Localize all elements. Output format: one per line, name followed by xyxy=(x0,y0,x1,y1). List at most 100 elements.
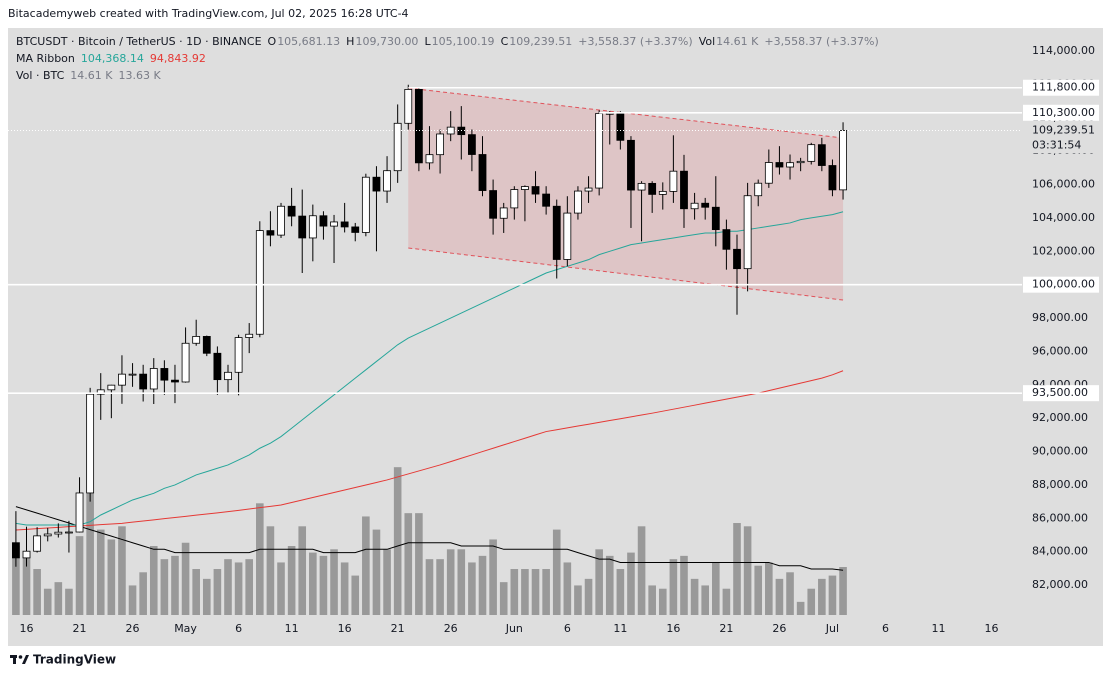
candle-body xyxy=(96,389,105,395)
volume-bar xyxy=(563,562,572,615)
x-tick-label: 11 xyxy=(613,622,627,635)
candle-body xyxy=(393,122,402,172)
volume-bar xyxy=(733,523,741,615)
candle-body xyxy=(213,352,222,381)
legend-label: MA Ribbon xyxy=(16,52,75,65)
y-tick-label: 104,000.00 xyxy=(1032,211,1095,224)
legend-value: +3,558.37 (+3.37%) xyxy=(578,35,692,48)
volume-bar xyxy=(43,588,52,615)
x-tick-label: Jun xyxy=(505,622,523,635)
channel-bottom xyxy=(408,247,844,301)
legend-key: L xyxy=(424,35,431,48)
channel-fill xyxy=(408,88,844,301)
volume-bar xyxy=(786,572,794,615)
volume-bar xyxy=(139,572,147,615)
volume-bar xyxy=(75,536,84,615)
volume-bar xyxy=(510,569,519,615)
volume-bar xyxy=(839,567,847,615)
volume-bar xyxy=(595,549,603,615)
x-tick-label: 21 xyxy=(391,622,405,635)
y-tick-label: 92,000.00 xyxy=(1032,411,1088,424)
price-label-box xyxy=(1023,122,1099,154)
volume-bar xyxy=(531,569,540,615)
candle-body xyxy=(86,393,95,494)
volume-bar xyxy=(181,542,190,615)
candle-body xyxy=(467,134,476,155)
volume-bar xyxy=(468,562,476,615)
level-label-box xyxy=(1023,276,1099,293)
legend-value: +3,558.37 (+3.37%) xyxy=(764,35,878,48)
candle-body xyxy=(33,535,42,552)
x-tick-label: 26 xyxy=(444,622,458,635)
volume-bar xyxy=(298,526,307,615)
candle-body xyxy=(372,176,381,192)
price-label: 109,239.51 xyxy=(1032,123,1095,136)
candle-body xyxy=(563,212,572,260)
volume-bar xyxy=(351,575,360,615)
candle-body xyxy=(786,162,794,168)
volume-bar xyxy=(425,559,434,615)
candle-body xyxy=(308,215,317,239)
legend-value: 105,681.13 xyxy=(277,35,340,48)
volume-bar xyxy=(701,585,709,615)
candle-body xyxy=(149,368,158,390)
volume-bar xyxy=(171,555,179,615)
candle-body xyxy=(510,189,519,209)
x-tick-label: 11 xyxy=(931,622,945,635)
volume-ma-line xyxy=(15,506,844,571)
legend-line: BTCUSDT · Bitcoin / TetherUS · 1D · BINA… xyxy=(16,35,879,48)
volume-bar xyxy=(605,555,614,615)
volume-bar xyxy=(160,559,169,615)
legend-key: C xyxy=(501,35,509,48)
x-tick-label: Jul xyxy=(825,622,839,635)
volume-bar xyxy=(245,559,254,615)
volume-bar xyxy=(807,588,816,615)
candle-body xyxy=(139,373,148,390)
legend-value: 14.61 K xyxy=(70,69,113,82)
candle-body xyxy=(499,207,508,219)
volume-bar xyxy=(658,588,667,615)
candle-body xyxy=(361,176,370,233)
volume-bar xyxy=(319,555,328,615)
volume-bar xyxy=(383,549,391,615)
volume-bar xyxy=(404,513,413,615)
volume-bar xyxy=(277,562,285,615)
candle-body xyxy=(436,133,444,156)
candle-body xyxy=(764,162,773,184)
candle-body xyxy=(839,130,847,191)
tv-logo xyxy=(10,655,29,664)
volume-bar xyxy=(818,578,826,615)
candle-body xyxy=(277,205,285,236)
volume-bar xyxy=(340,562,349,615)
volume-bar xyxy=(362,516,370,615)
candle-body xyxy=(669,170,678,192)
legend-value: 109,730.00 xyxy=(355,35,418,48)
candle-body xyxy=(542,193,551,207)
candle-body xyxy=(107,384,116,391)
candle-body xyxy=(775,162,784,168)
candle-body xyxy=(255,230,264,335)
candle-body xyxy=(128,373,137,376)
volume-bar xyxy=(478,555,487,615)
volume-bar xyxy=(192,569,200,615)
legend-value: 105,100.19 xyxy=(432,35,495,48)
candle-body xyxy=(701,202,710,208)
y-tick-label: 86,000.00 xyxy=(1032,511,1088,524)
candle-body xyxy=(414,89,423,164)
candle-body xyxy=(574,190,582,214)
volume-bar xyxy=(722,588,731,615)
candle-body xyxy=(648,182,657,195)
volume-bar xyxy=(457,549,466,615)
y-tick-label: 114,000.00 xyxy=(1032,44,1095,57)
candle-body xyxy=(807,144,816,162)
candle-body xyxy=(383,170,391,192)
volume-bar xyxy=(149,546,158,615)
y-tick-label: 102,000.00 xyxy=(1032,244,1095,257)
volume-bar xyxy=(552,529,561,615)
candle-body xyxy=(287,205,296,217)
volume-bar xyxy=(118,526,126,615)
x-tick-label: 21 xyxy=(73,622,87,635)
x-tick-label: 16 xyxy=(20,622,34,635)
